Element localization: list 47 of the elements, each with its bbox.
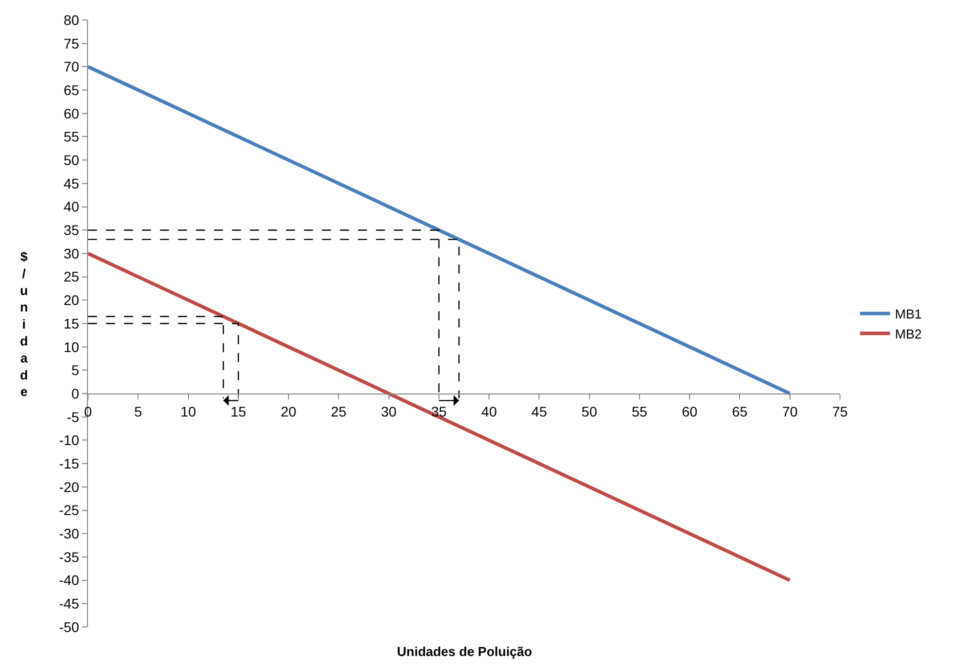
x-axis-title: Unidades de Poluição bbox=[397, 644, 532, 659]
x-tick-label: 65 bbox=[732, 403, 748, 420]
y-tick-label: -45 bbox=[58, 596, 80, 612]
y-tick-label: 55 bbox=[64, 128, 80, 145]
x-tick-label: 25 bbox=[330, 403, 347, 420]
legend-label: MB2 bbox=[895, 326, 922, 342]
x-tick-label: 40 bbox=[481, 403, 498, 420]
y-tick-label: 0 bbox=[71, 385, 80, 402]
legend-label: MB1 bbox=[895, 306, 922, 322]
x-tick-label: 55 bbox=[632, 403, 648, 420]
x-tick-label: 0 bbox=[84, 403, 92, 420]
y-tick-label: 10 bbox=[64, 338, 80, 355]
y-tick-label: -30 bbox=[58, 526, 80, 542]
y-tick-label: 25 bbox=[64, 268, 80, 285]
x-tick-label: 30 bbox=[381, 403, 397, 420]
y-tick-label: 80 bbox=[64, 12, 80, 28]
y-tick-label: 20 bbox=[64, 292, 80, 308]
y-tick-label: 75 bbox=[64, 35, 80, 52]
x-tick-label: 20 bbox=[280, 403, 297, 420]
y-tick-label: 5 bbox=[71, 362, 80, 378]
x-tick-label: 35 bbox=[431, 403, 447, 420]
y-tick-label: -5 bbox=[66, 408, 80, 425]
x-tick-label: 60 bbox=[682, 403, 698, 420]
y-tick-label: 30 bbox=[64, 245, 80, 262]
y-tick-label: -35 bbox=[58, 548, 80, 565]
y-tick-label: 60 bbox=[64, 105, 80, 122]
y-tick-label: 35 bbox=[64, 222, 80, 238]
y-tick-label: -50 bbox=[58, 618, 80, 635]
x-tick-label: 45 bbox=[531, 403, 548, 420]
y-tick-label: 70 bbox=[64, 58, 80, 75]
y-tick-label: -40 bbox=[58, 572, 80, 588]
x-tick-label: 5 bbox=[134, 403, 142, 420]
y-tick-label: -15 bbox=[58, 455, 80, 472]
y-tick-label: 65 bbox=[64, 82, 80, 98]
y-tick-label: -25 bbox=[58, 502, 80, 518]
y-tick-label: 50 bbox=[64, 152, 80, 168]
y-tick-label: -10 bbox=[58, 432, 80, 448]
x-tick-label: 70 bbox=[782, 403, 798, 420]
x-tick-label: 10 bbox=[180, 403, 196, 420]
y-tick-label: 45 bbox=[64, 175, 80, 192]
x-tick-label: 75 bbox=[832, 403, 848, 420]
y-tick-label: 40 bbox=[64, 198, 80, 215]
y-tick-label: 15 bbox=[64, 315, 80, 332]
x-tick-label: 50 bbox=[582, 403, 598, 420]
text: $/unidade bbox=[20, 249, 28, 400]
y-tick-label: -20 bbox=[58, 478, 80, 495]
x-tick-label: 15 bbox=[230, 403, 246, 420]
